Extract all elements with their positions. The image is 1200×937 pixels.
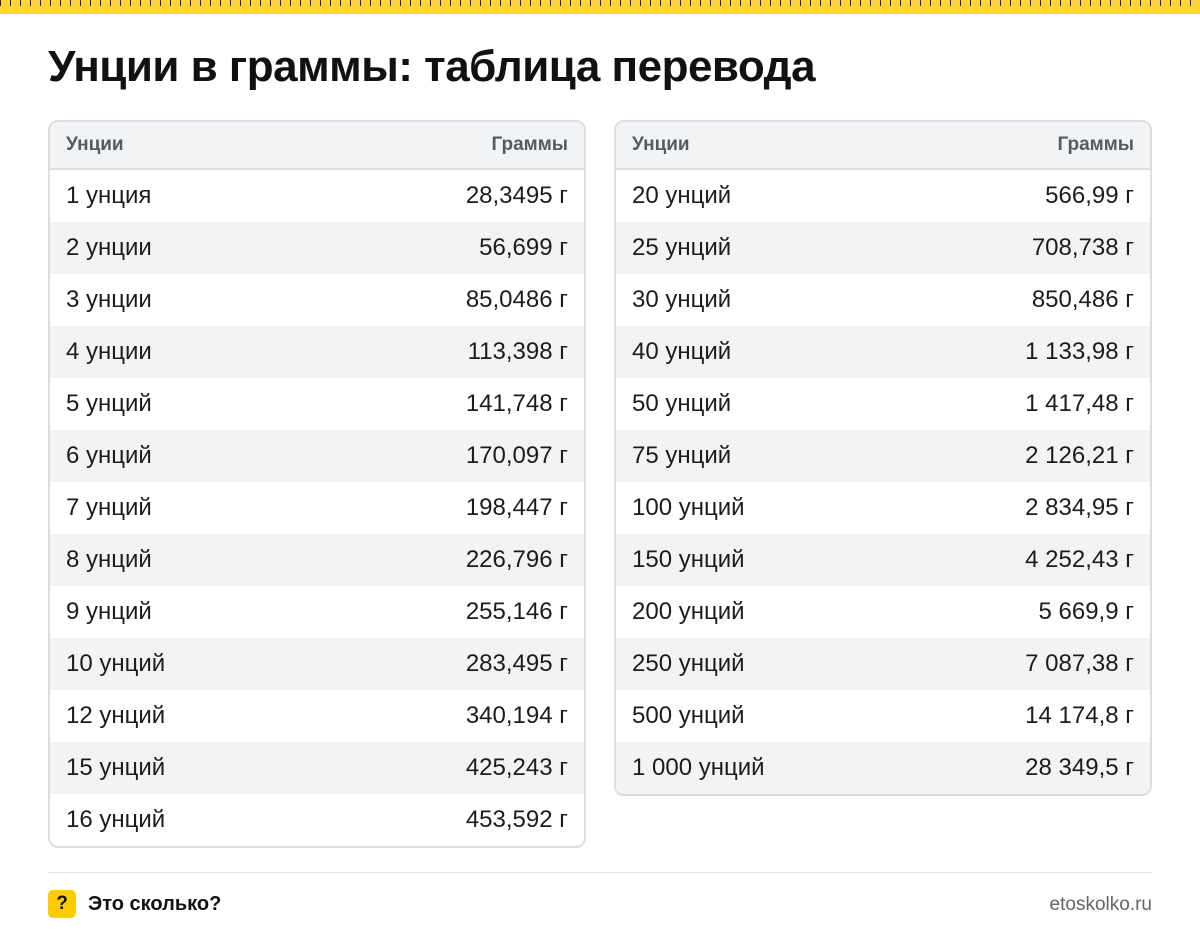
grams-cell: 453,592 г xyxy=(465,806,568,833)
grams-cell: 141,748 г xyxy=(465,390,568,417)
grams-cell: 226,796 г xyxy=(465,546,568,573)
table-row: 2 унции 56,699 г xyxy=(50,222,584,274)
table-row: 75 унций 2 126,21 г xyxy=(616,430,1150,482)
table-row: 20 унций 566,99 г xyxy=(616,170,1150,222)
ruler-top-bar xyxy=(0,0,1200,14)
table-row: 15 унций 425,243 г xyxy=(50,742,584,794)
grams-cell: 170,097 г xyxy=(465,442,568,469)
grams-cell: 566,99 г xyxy=(1045,182,1134,209)
table-row: 12 унций 340,194 г xyxy=(50,690,584,742)
ounces-cell: 200 унций xyxy=(632,598,745,625)
table-body: 20 унций 566,99 г 25 унций 708,738 г 30 унци… xyxy=(616,170,1150,794)
ounces-cell: 8 унций xyxy=(66,546,152,573)
table-row: 150 унций 4 252,43 г xyxy=(616,534,1150,586)
table-row: 4 унции 113,398 г xyxy=(50,326,584,378)
ounces-cell: 16 унций xyxy=(66,806,166,833)
ounces-cell: 50 унций xyxy=(632,390,732,417)
grams-cell: 56,699 г xyxy=(479,234,568,261)
grams-cell: 85,0486 г xyxy=(465,286,568,313)
table-row: 500 унций 14 174,8 г xyxy=(616,690,1150,742)
table-row: 200 унций 5 669,9 г xyxy=(616,586,1150,638)
table-row: 10 унций 283,495 г xyxy=(50,638,584,690)
grams-cell: 14 174,8 г xyxy=(1025,702,1134,729)
grams-cell: 255,146 г xyxy=(465,598,568,625)
grams-cell: 28 349,5 г xyxy=(1025,754,1134,781)
grams-cell: 7 087,38 г xyxy=(1025,650,1134,677)
table-row: 6 унций 170,097 г xyxy=(50,430,584,482)
grams-cell: 5 669,9 г xyxy=(1038,598,1135,625)
ounces-cell: 5 унций xyxy=(66,390,152,417)
table-row: 1 унция 28,3495 г xyxy=(50,170,584,222)
grams-cell: 283,495 г xyxy=(465,650,568,677)
brand-name: Это сколько? xyxy=(88,893,222,915)
header-grams: Граммы xyxy=(491,134,568,155)
ounces-cell: 10 унций xyxy=(66,650,166,677)
ounces-cell: 30 унций xyxy=(632,286,732,313)
grams-cell: 198,447 г xyxy=(465,494,568,521)
grams-cell: 2 126,21 г xyxy=(1025,442,1134,469)
grams-cell: 113,398 г xyxy=(467,338,568,365)
ruler-ticks xyxy=(0,0,1200,6)
grams-cell: 1 417,48 г xyxy=(1025,390,1134,417)
table-row: 1 000 унций 28 349,5 г xyxy=(616,742,1150,794)
table-row: 30 унций 850,486 г xyxy=(616,274,1150,326)
ounces-cell: 25 унций xyxy=(632,234,732,261)
table-header: Унции Граммы xyxy=(50,122,584,170)
grams-cell: 850,486 г xyxy=(1031,286,1134,313)
table-row: 3 унции 85,0486 г xyxy=(50,274,584,326)
header-ounces: Унции xyxy=(66,134,124,155)
ounces-cell: 4 унции xyxy=(66,338,152,365)
ounces-cell: 75 унций xyxy=(632,442,732,469)
grams-cell: 1 133,98 г xyxy=(1025,338,1134,365)
grams-cell: 28,3495 г xyxy=(465,182,568,209)
ounces-cell: 3 унции xyxy=(66,286,152,313)
table-row: 8 унций 226,796 г xyxy=(50,534,584,586)
table-body: 1 унция 28,3495 г 2 унции 56,699 г 3 унции 85… xyxy=(50,170,584,846)
ounces-cell: 40 унций xyxy=(632,338,732,365)
table-row: 7 унций 198,447 г xyxy=(50,482,584,534)
conversion-table-left: Унции Граммы 1 унция 28,3495 г 2 унции 56,6… xyxy=(48,120,586,848)
ounces-cell: 250 унций xyxy=(632,650,745,677)
table-row: 16 унций 453,592 г xyxy=(50,794,584,846)
ounces-cell: 20 унций xyxy=(632,182,732,209)
ounces-cell: 1 унция xyxy=(66,182,152,209)
table-row: 25 унций 708,738 г xyxy=(616,222,1150,274)
table-row: 250 унций 7 087,38 г xyxy=(616,638,1150,690)
ounces-cell: 1 000 унций xyxy=(632,754,765,781)
header-grams: Граммы xyxy=(1057,134,1134,155)
table-row: 100 унций 2 834,95 г xyxy=(616,482,1150,534)
table-row: 40 унций 1 133,98 г xyxy=(616,326,1150,378)
grams-cell: 4 252,43 г xyxy=(1025,546,1134,573)
ounces-cell: 100 унций xyxy=(632,494,745,521)
ounces-cell: 500 унций xyxy=(632,702,745,729)
ounces-cell: 12 унций xyxy=(66,702,166,729)
ounces-cell: 6 унций xyxy=(66,442,152,469)
ounces-cell: 9 унций xyxy=(66,598,152,625)
site-link[interactable]: etoskolko.ru xyxy=(1049,894,1152,915)
table-row: 50 унций 1 417,48 г xyxy=(616,378,1150,430)
page-title: Унции в граммы: таблица перевода xyxy=(48,42,816,91)
conversion-table-right: Унции Граммы 20 унций 566,99 г 25 унций 708… xyxy=(614,120,1152,796)
grams-cell: 708,738 г xyxy=(1031,234,1134,261)
table-row: 5 унций 141,748 г xyxy=(50,378,584,430)
ounces-cell: 150 унций xyxy=(632,546,745,573)
grams-cell: 425,243 г xyxy=(465,754,568,781)
question-mark-icon: ? xyxy=(48,890,76,918)
grams-cell: 340,194 г xyxy=(465,702,568,729)
ounces-cell: 7 унций xyxy=(66,494,152,521)
header-ounces: Унции xyxy=(632,134,690,155)
grams-cell: 2 834,95 г xyxy=(1025,494,1134,521)
ounces-cell: 15 унций xyxy=(66,754,166,781)
table-row: 9 унций 255,146 г xyxy=(50,586,584,638)
footer-divider xyxy=(48,872,1152,873)
table-header: Унции Граммы xyxy=(616,122,1150,170)
ounces-cell: 2 унции xyxy=(66,234,152,261)
